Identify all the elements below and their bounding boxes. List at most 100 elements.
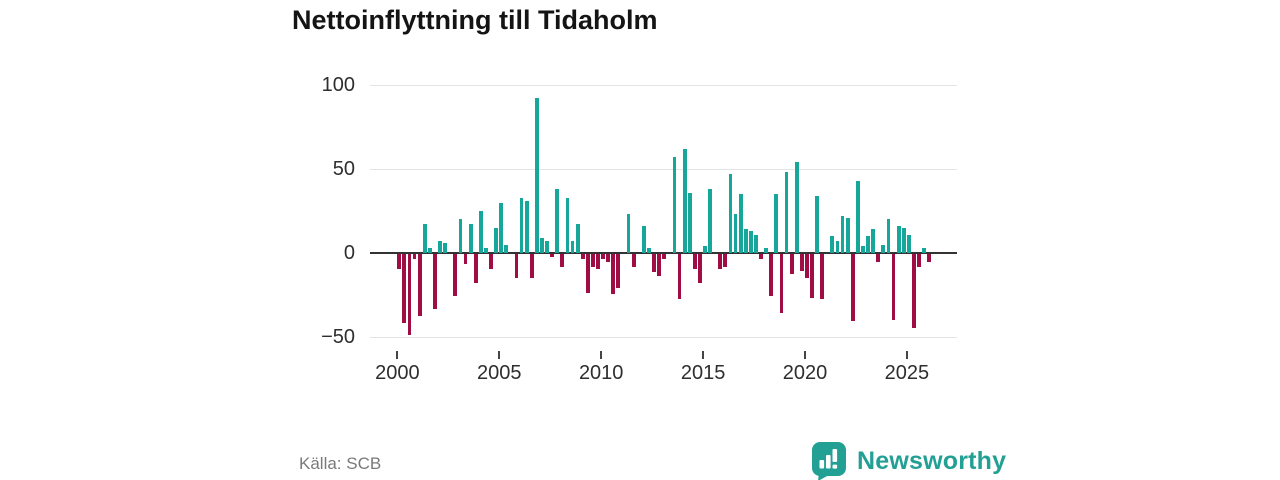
bar — [906, 234, 911, 253]
bar — [560, 254, 565, 268]
bar — [626, 214, 631, 253]
bar — [550, 254, 555, 258]
bar — [596, 254, 600, 270]
bar — [886, 219, 891, 253]
bar — [703, 246, 707, 253]
bar — [468, 224, 473, 253]
bar — [810, 254, 814, 298]
bar — [417, 254, 422, 317]
bar — [591, 254, 595, 268]
bar — [861, 246, 865, 253]
y-axis-label: 50 — [332, 158, 355, 180]
bar — [927, 254, 932, 263]
bar — [662, 254, 667, 260]
bar — [458, 219, 463, 253]
bar — [672, 157, 677, 253]
bar — [412, 254, 417, 260]
bar — [759, 254, 763, 260]
bar — [514, 254, 519, 278]
bar — [422, 224, 427, 253]
bar — [738, 194, 743, 253]
bar — [794, 162, 799, 253]
x-axis-tick — [804, 351, 806, 359]
bar — [657, 254, 662, 276]
bar — [682, 148, 687, 253]
bar — [891, 254, 896, 320]
bar — [871, 229, 876, 253]
bar — [529, 254, 534, 278]
bar — [840, 216, 845, 253]
bar — [524, 200, 529, 253]
x-axis-label: 2015 — [680, 362, 726, 384]
bar — [489, 254, 493, 270]
brand-name: Newsworthy — [857, 446, 1007, 475]
y-axis-label: 0 — [343, 242, 355, 264]
bar — [835, 241, 840, 253]
bar — [555, 189, 560, 253]
bar — [881, 244, 886, 253]
gridline — [370, 337, 957, 338]
bar — [830, 236, 835, 253]
y-axis-label: −50 — [321, 326, 355, 348]
bar — [820, 254, 825, 300]
bar — [453, 254, 458, 296]
bar — [754, 234, 758, 253]
bar — [708, 189, 712, 253]
bar — [733, 214, 738, 253]
bar — [402, 254, 407, 323]
bar — [917, 254, 921, 268]
bar — [743, 229, 748, 253]
bar — [911, 254, 916, 328]
bar — [585, 254, 590, 293]
bar — [769, 254, 774, 296]
bar — [728, 174, 733, 253]
zero-axis-line — [370, 252, 957, 254]
bar — [748, 231, 753, 253]
bar — [463, 254, 468, 265]
bar — [407, 254, 412, 335]
bar — [504, 244, 509, 253]
bar — [427, 247, 432, 253]
bar — [652, 254, 656, 273]
bar — [438, 241, 442, 253]
bar — [784, 172, 789, 253]
bar — [805, 254, 809, 278]
x-axis-tick — [905, 351, 908, 359]
bar — [850, 254, 855, 322]
bar — [692, 254, 697, 270]
bar — [866, 236, 870, 253]
bar — [565, 197, 570, 253]
bar — [473, 254, 478, 283]
bar — [855, 180, 860, 253]
x-axis-label: 2020 — [782, 362, 828, 384]
bar — [397, 254, 402, 270]
x-axis-tick — [702, 351, 705, 359]
bar — [433, 254, 437, 310]
bar — [764, 247, 769, 253]
bar — [845, 217, 850, 253]
bar — [698, 254, 702, 283]
gridline — [370, 85, 957, 86]
bar — [484, 247, 488, 253]
bar — [616, 254, 621, 288]
bar — [815, 195, 819, 253]
bar — [687, 192, 692, 253]
bar — [631, 254, 636, 268]
bar — [540, 237, 544, 253]
bar — [723, 254, 728, 268]
bar — [443, 242, 448, 253]
bar — [799, 254, 804, 271]
bar — [499, 202, 504, 253]
x-axis-tick — [498, 351, 501, 359]
bar — [779, 254, 784, 313]
bar-chart-speech-bubble-icon — [810, 441, 848, 480]
bar — [901, 227, 906, 253]
gridline — [370, 169, 957, 170]
y-axis-label: 100 — [321, 74, 355, 96]
bar — [789, 254, 794, 275]
bar — [570, 241, 575, 253]
bar — [876, 254, 881, 263]
bar — [774, 194, 779, 253]
bar — [647, 247, 651, 253]
